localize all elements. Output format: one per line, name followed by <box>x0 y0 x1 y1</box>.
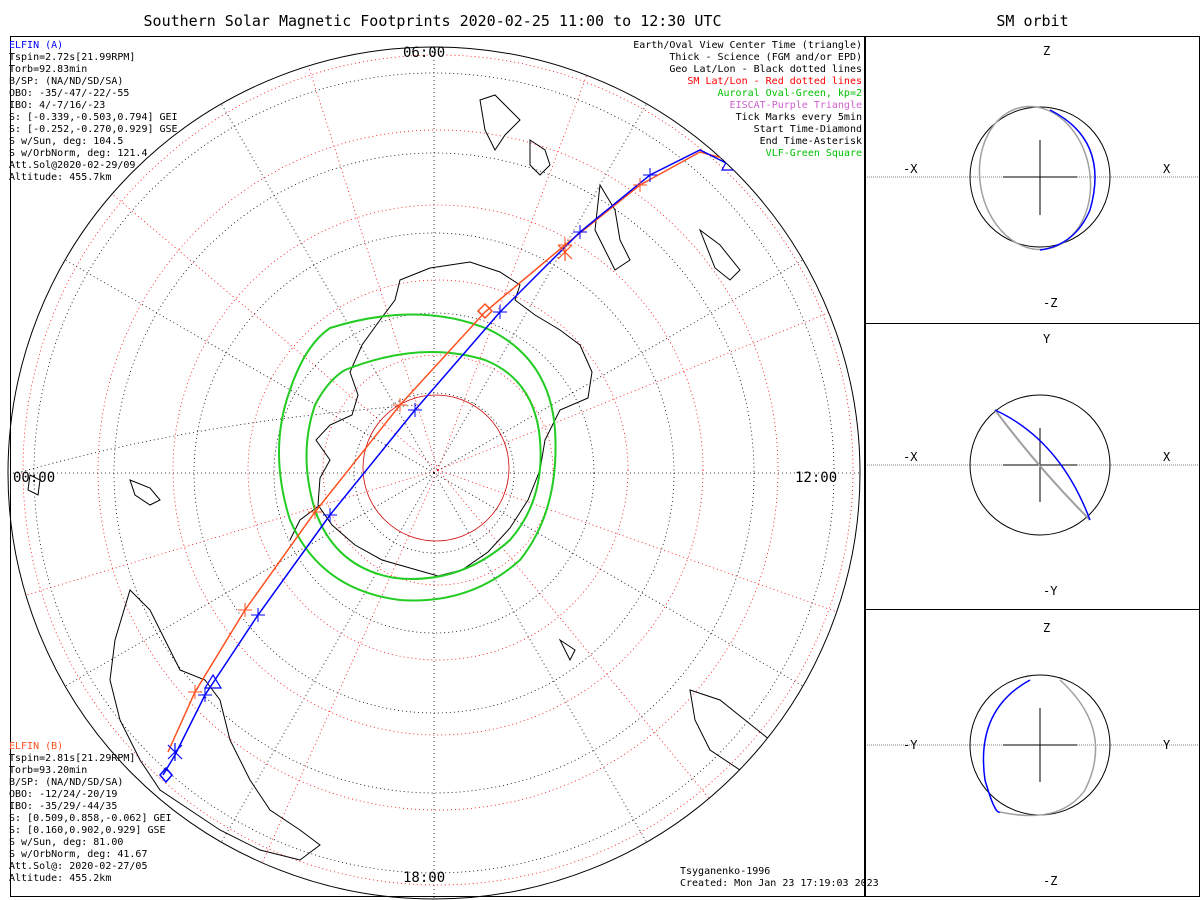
elfin-b-footprint <box>167 151 731 753</box>
legend: Earth/Oval View Center Time (triangle) T… <box>633 40 862 160</box>
orbit-panel-xy <box>865 394 1200 536</box>
time-label-left: 00:00 <box>13 470 56 486</box>
legend-entry: Tick Marks every 5min <box>735 112 862 123</box>
elfin-a-end-asterisk <box>167 743 183 761</box>
elfin-a-name: ELFIN (A) <box>9 40 64 51</box>
elfin-a-line: B/SP: (NA/ND/SD/SA) <box>9 76 124 87</box>
orbit-panel-title: SM orbit <box>996 12 1069 30</box>
elfin-a-line: Torb=92.83min <box>9 64 88 75</box>
orbit3-bottom-label: -Z <box>1043 874 1058 888</box>
legend-entry: Start Time-Diamond <box>753 124 862 135</box>
map-frame <box>10 36 865 897</box>
elfin-a-line: S w/Sun, deg: 104.5 <box>9 136 124 147</box>
elfin-b-line: S w/Sun, deg: 81.00 <box>9 837 124 848</box>
auroral-oval-inner <box>305 351 542 580</box>
elfin-b-end-asterisk <box>557 243 573 261</box>
orbit1-left-label: -X <box>903 162 918 176</box>
orbit1-top-label: Z <box>1043 44 1051 58</box>
plot-title: Southern Solar Magnetic Footprints 2020-… <box>143 12 722 30</box>
elfin-a-line: IBO: 4/-7/16/-23 <box>9 100 106 111</box>
legend-entry: Geo Lat/Lon - Black dotted lines <box>669 64 862 75</box>
time-label-bottom: 18:00 <box>403 870 446 886</box>
elfin-b-line: S w/OrbNorm, deg: 41.67 <box>9 849 148 860</box>
sm-inner-circle <box>362 394 510 542</box>
elfin-a-triangle-2 <box>203 673 223 689</box>
elfin-a-line: S: [-0.339,-0.503,0.794] GEI <box>9 112 178 123</box>
legend-entry: VLF-Green Square <box>765 148 862 159</box>
elfin-b-name: ELFIN (B) <box>9 741 64 752</box>
auroral-oval-outer <box>278 313 557 602</box>
orbit2-top-label: Y <box>1043 332 1051 346</box>
orbit3-top-label: Z <box>1043 621 1051 635</box>
elfin-a-line: S w/OrbNorm, deg: 121.4 <box>9 148 148 159</box>
orbit2-right-label: X <box>1163 450 1171 464</box>
elfin-b-line: Altitude: 455.2km <box>9 873 112 884</box>
orbit1-right-label: X <box>1163 162 1171 176</box>
elfin-b-line: IBO: -35/29/-44/35 <box>9 801 118 812</box>
elfin-b-line: B/SP: (NA/ND/SD/SA) <box>9 777 124 788</box>
credit: Tsyganenko-1996 Created: Mon Jan 23 17:1… <box>680 866 879 890</box>
elfin-b-start-diamond <box>476 302 494 320</box>
elfin-a-line: Att.Sol@2020-02-29/09 <box>9 160 136 171</box>
elfin-a-ticks <box>198 168 657 702</box>
orbit3-left-label: -Y <box>903 738 918 752</box>
elfin-a-line: Altitude: 455.7km <box>9 172 112 183</box>
elfin-a-start-diamond <box>159 766 173 784</box>
orbit-panel-yz <box>865 674 1200 817</box>
legend-entry: Thick - Science (FGM and/or EPD) <box>669 52 862 63</box>
orbit3-right-label: Y <box>1163 738 1171 752</box>
elfin-b-line: OBO: -12/24/-20/19 <box>9 789 118 800</box>
sm-grid-lines <box>9 47 860 891</box>
legend-entry: SM Lat/Lon - Red dotted lines <box>687 76 862 87</box>
elfin-b-line: Tspin=2.81s[21.29RPM] <box>9 753 136 764</box>
elfin-b-ticks <box>188 178 647 699</box>
elfin-a-line: S: [-0.252,-0.270,0.929] GSE <box>9 124 178 135</box>
legend-entry: End Time-Asterisk <box>759 136 862 147</box>
orbit2-bottom-label: -Y <box>1043 584 1058 598</box>
elfin-b-line: S: [0.509,0.858,-0.062] GEI <box>9 813 172 824</box>
legend-entry: Auroral Oval-Green, kp=2 <box>717 88 863 99</box>
elfin-b-line: S: [0.160,0.902,0.929] GSE <box>9 825 166 836</box>
map-boundary <box>7 46 861 900</box>
elfin-a-line: OBO: -35/-47/-22/-55 <box>9 88 130 99</box>
orbit-panel-xz <box>865 105 1200 251</box>
elfin-a-line: Tspin=2.72s[21.99RPM] <box>9 52 136 63</box>
orbit2-left-label: -X <box>903 450 918 464</box>
elfin-b-info: ELFIN (B) Tspin=2.81s[21.29RPM] Torb=93.… <box>9 741 172 885</box>
elfin-b-line: Torb=93.20min <box>9 765 88 776</box>
orbit1-bottom-label: -Z <box>1043 296 1058 310</box>
time-label-top: 06:00 <box>403 45 446 61</box>
credit-created: Created: Mon Jan 23 17:19:03 2023 <box>680 878 879 889</box>
legend-entry: Earth/Oval View Center Time (triangle) <box>633 40 862 51</box>
elfin-b-line: Att.Sol@: 2020-02-27/05 <box>9 861 148 872</box>
legend-entry: EISCAT-Purple Triangle <box>729 100 862 111</box>
credit-model: Tsyganenko-1996 <box>680 866 771 877</box>
geo-grid-lines <box>9 47 860 899</box>
time-label-right: 12:00 <box>795 470 838 486</box>
elfin-a-info: ELFIN (A) Tspin=2.72s[21.99RPM] Torb=92.… <box>9 40 178 184</box>
